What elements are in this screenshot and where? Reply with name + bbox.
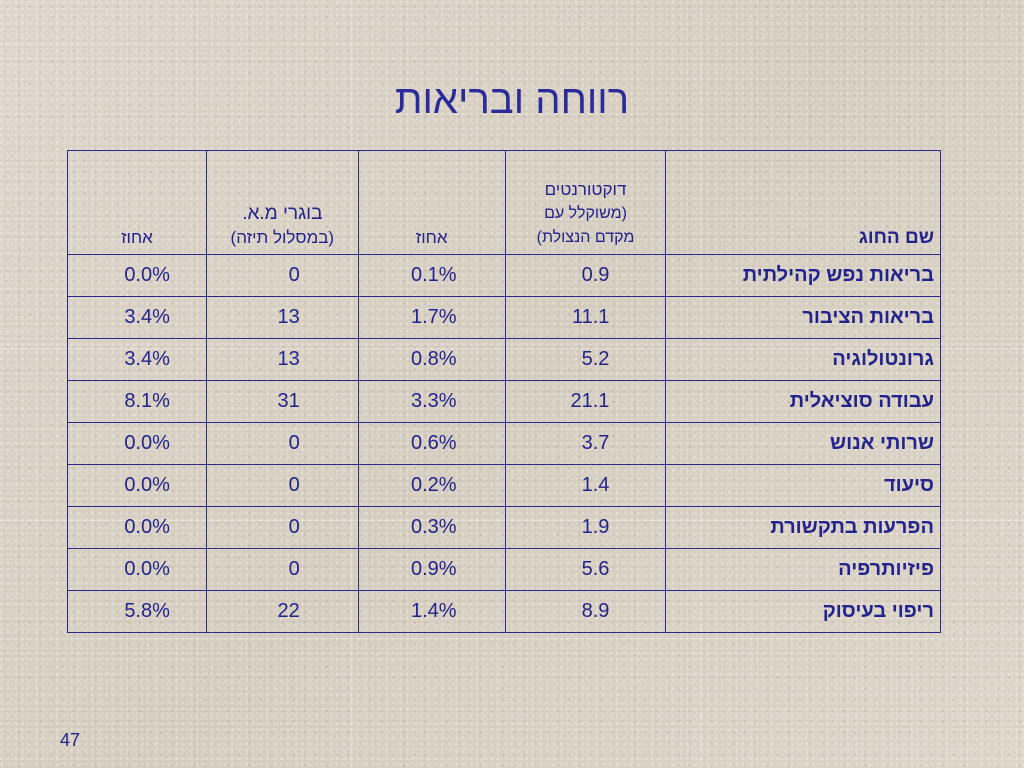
table-row: עבודה סוציאלית 21.1 3.3% 31 8.1% <box>67 380 941 423</box>
cell-name: בריאות הציבור <box>665 296 941 339</box>
cell-graduates: 13 <box>205 338 359 381</box>
cell-graduates: 0 <box>205 422 359 465</box>
cell-name: סיעוד <box>665 464 941 507</box>
cell-graduates: 0 <box>205 506 359 549</box>
cell-percent2: 3.4% <box>67 338 207 381</box>
cell-graduates: 13 <box>205 296 359 339</box>
cell-percent2: 8.1% <box>67 380 207 423</box>
table-row: סיעוד 1.4 0.2% 0 0.0% <box>67 464 941 507</box>
cell-percent2: 0.0% <box>67 254 207 297</box>
cell-graduates: 0 <box>205 464 359 507</box>
cell-graduates: 0 <box>205 548 359 591</box>
cell-percent1: 3.3% <box>357 380 506 423</box>
cell-doctoral: 0.9 <box>504 254 667 297</box>
cell-doctoral: 1.4 <box>504 464 667 507</box>
header-name: שם החוג <box>665 150 941 255</box>
table-header-row: שם החוג דוקטורנטים (משוקלל עם מקדם הנצול… <box>67 150 941 255</box>
header-percent1: אחוז <box>357 150 506 255</box>
cell-graduates: 31 <box>205 380 359 423</box>
cell-graduates: 0 <box>205 254 359 297</box>
table-row: הפרעות בתקשורת 1.9 0.3% 0 0.0% <box>67 506 941 549</box>
cell-percent1: 0.1% <box>357 254 506 297</box>
table-row: בריאות נפש קהילתית 0.9 0.1% 0 0.0% <box>67 254 941 297</box>
cell-percent2: 0.0% <box>67 464 207 507</box>
table-row: ריפוי בעיסוק 8.9 1.4% 22 5.8% <box>67 590 941 633</box>
cell-name: הפרעות בתקשורת <box>665 506 941 549</box>
cell-percent2: 0.0% <box>67 506 207 549</box>
header-doctoral-line2: (משוקלל עם <box>544 205 627 222</box>
table-row: שרותי אנוש 3.7 0.6% 0 0.0% <box>67 422 941 465</box>
cell-percent1: 0.6% <box>357 422 506 465</box>
page-number: 47 <box>60 730 81 750</box>
header-graduates: בוגרי מ.א. (במסלול תיזה) <box>205 150 359 255</box>
cell-percent1: 1.4% <box>357 590 506 633</box>
cell-percent2: 5.8% <box>67 590 207 633</box>
cell-doctoral: 5.6 <box>504 548 667 591</box>
cell-doctoral: 21.1 <box>504 380 667 423</box>
header-doctoral-line1: דוקטורנטים <box>544 180 627 199</box>
cell-name: ריפוי בעיסוק <box>665 590 941 633</box>
data-table: שם החוג דוקטורנטים (משוקלל עם מקדם הנצול… <box>67 150 941 633</box>
cell-percent2: 0.0% <box>67 422 207 465</box>
cell-name: שרותי אנוש <box>665 422 941 465</box>
table-row: בריאות הציבור 11.1 1.7% 13 3.4% <box>67 296 941 339</box>
table-row: גרונטולוגיה 5.2 0.8% 13 3.4% <box>67 338 941 381</box>
cell-graduates: 22 <box>205 590 359 633</box>
header-doctoral-line3: מקדם הנצולת) <box>536 229 635 246</box>
cell-name: בריאות נפש קהילתית <box>665 254 941 297</box>
cell-name: פיזיותרפיה <box>665 548 941 591</box>
cell-percent2: 3.4% <box>67 296 207 339</box>
cell-percent1: 0.8% <box>357 338 506 381</box>
cell-percent1: 0.3% <box>357 506 506 549</box>
cell-percent1: 0.2% <box>357 464 506 507</box>
cell-percent1: 0.9% <box>357 548 506 591</box>
header-graduates-line2: (במסלול תיזה) <box>230 228 335 247</box>
slide-title: רווחה ובריאות <box>394 78 630 122</box>
header-doctoral: דוקטורנטים (משוקלל עם מקדם הנצולת) <box>504 150 667 255</box>
cell-doctoral: 3.7 <box>504 422 667 465</box>
header-percent2: אחוז <box>67 150 207 255</box>
cell-doctoral: 8.9 <box>504 590 667 633</box>
header-graduates-line1: בוגרי מ.א. <box>242 203 323 224</box>
cell-name: עבודה סוציאלית <box>665 380 941 423</box>
cell-doctoral: 1.9 <box>504 506 667 549</box>
cell-percent1: 1.7% <box>357 296 506 339</box>
cell-percent2: 0.0% <box>67 548 207 591</box>
cell-name: גרונטולוגיה <box>665 338 941 381</box>
cell-doctoral: 5.2 <box>504 338 667 381</box>
table-row: פיזיותרפיה 5.6 0.9% 0 0.0% <box>67 548 941 591</box>
cell-doctoral: 11.1 <box>504 296 667 339</box>
